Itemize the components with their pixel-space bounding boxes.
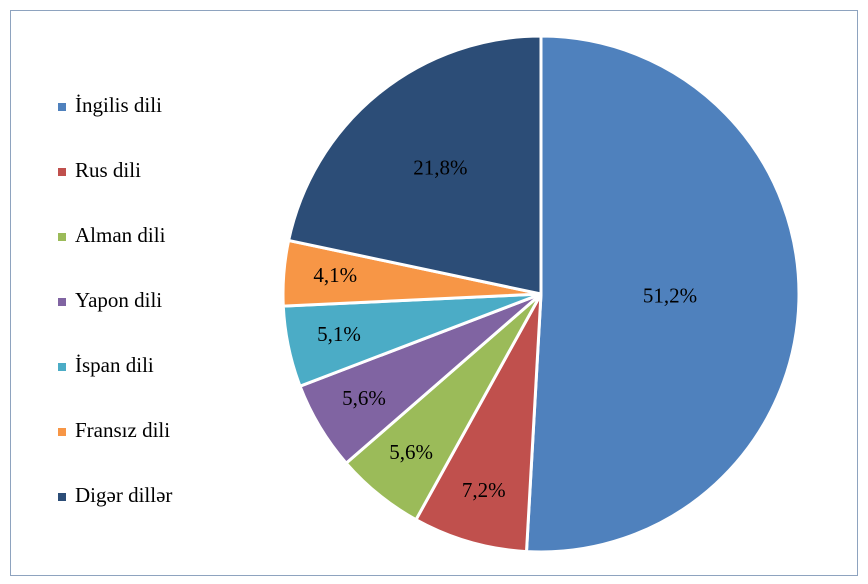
pie-slice xyxy=(286,34,543,296)
legend-label: Digər dillər xyxy=(75,483,172,507)
data-label: 51,2% xyxy=(643,283,697,307)
data-label: 21,8% xyxy=(413,156,467,180)
legend-label: Rus dili xyxy=(75,158,141,182)
data-label: 7,2% xyxy=(462,478,506,502)
legend-swatch xyxy=(58,363,66,371)
legend-swatch xyxy=(58,493,66,501)
legend-swatch xyxy=(58,168,66,176)
pie-slice xyxy=(524,34,801,554)
legend-swatch xyxy=(58,428,66,436)
data-label: 4,1% xyxy=(313,263,357,287)
legend-swatch xyxy=(58,233,66,241)
legend-label: Yapon dili xyxy=(75,288,162,312)
data-label: 5,1% xyxy=(317,322,361,346)
legend-swatch xyxy=(58,298,66,306)
data-label: 5,6% xyxy=(342,386,386,410)
legend-label: İspan dili xyxy=(75,353,154,377)
legend-label: İngilis dili xyxy=(75,93,162,117)
legend-label: Fransız dili xyxy=(75,418,170,442)
legend-swatch xyxy=(58,103,66,111)
data-label: 5,6% xyxy=(389,440,433,464)
legend-label: Alman dili xyxy=(75,223,166,247)
pie-slice xyxy=(413,293,543,554)
